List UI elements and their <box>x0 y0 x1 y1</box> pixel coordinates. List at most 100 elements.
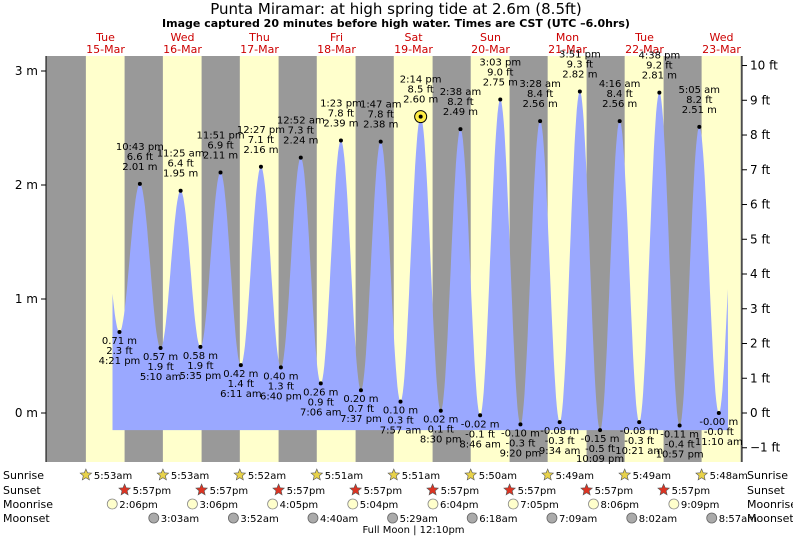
moonrise-time: 7:05pm <box>520 500 559 511</box>
tide-extreme-label: -0.1 ft <box>465 429 495 440</box>
moonrise-time: 9:09pm <box>681 500 720 511</box>
sunset-time: 5:57pm <box>364 486 403 497</box>
row-label-right: Moonset <box>747 512 793 525</box>
row-label-right: Sunrise <box>747 469 788 482</box>
right-tick-label: 3 ft <box>750 302 770 316</box>
tide-extreme-label: 3:51 pm <box>559 50 601 61</box>
sunrise-icon <box>233 468 247 481</box>
moonset-time: 7:09am <box>559 514 597 525</box>
tide-extreme-label: 7:57 am <box>380 426 422 437</box>
day-of-week-label: Tue <box>95 31 115 44</box>
right-tick-label: 5 ft <box>750 232 770 246</box>
tide-curve <box>112 91 729 431</box>
tide-extreme-point <box>137 181 142 186</box>
tide-extreme-point <box>418 114 423 119</box>
date-label: 17-Mar <box>240 43 279 56</box>
tide-extreme-label: 5:05 am <box>679 85 721 96</box>
tide-extreme-label: 2.16 m <box>243 145 278 156</box>
sunrise-time: 5:49am <box>556 471 594 482</box>
tide-extreme-point <box>238 363 243 368</box>
sunrise-time: 5:48am <box>710 471 748 482</box>
tide-extreme-point <box>117 330 122 335</box>
tide-extreme-label: 7.1 ft <box>248 135 274 146</box>
tide-extreme-label: 0.58 m <box>183 351 218 362</box>
tide-extreme-point <box>218 170 223 175</box>
sunrise-time: 5:52am <box>248 471 286 482</box>
left-tick-label: 3 m <box>15 64 38 78</box>
day-labels: Tue15-MarWed16-MarThu17-MarFri18-MarSat1… <box>86 31 741 56</box>
sunrise-time: 5:53am <box>94 471 132 482</box>
sunrise-icon <box>79 468 93 481</box>
day-of-week-label: Wed <box>710 31 734 44</box>
moonrise-icon <box>267 498 279 510</box>
date-label: 19-Mar <box>394 43 433 56</box>
tide-extreme-label: 2.56 m <box>523 99 558 110</box>
right-tick-label: 0 ft <box>750 406 770 420</box>
tide-extreme-label: 5:35 pm <box>180 371 222 382</box>
right-tick-label: 9 ft <box>750 93 770 107</box>
day-of-week-label: Sun <box>480 31 501 44</box>
tide-extreme-label: 1.9 ft <box>187 361 213 372</box>
tide-extreme-label: 4:16 am <box>599 79 641 90</box>
tide-extreme-label: -0.3 ft <box>624 436 654 447</box>
moonset-icon <box>228 512 239 524</box>
moonrise-icon <box>588 498 599 510</box>
tide-extreme-label: 8.5 ft <box>407 85 433 96</box>
tide-extreme-label: 2:38 am <box>440 87 482 98</box>
moonset-time: 4:40am <box>320 514 358 525</box>
tide-extreme-label: 10:21 am <box>615 446 663 457</box>
date-label: 23-Mar <box>702 43 741 56</box>
right-tick-label: −1 ft <box>750 441 781 455</box>
moonrise-time: 4:05pm <box>280 500 319 511</box>
moonrise-icon <box>347 498 359 510</box>
sunset-icon <box>195 483 209 496</box>
moonset-icon <box>387 512 398 524</box>
tide-extreme-point <box>557 420 562 425</box>
full-moon-label: Full Moon | 12:10pm <box>362 525 464 536</box>
sunset-icon <box>272 483 286 496</box>
moonset-time: 8:02am <box>639 514 677 525</box>
tide-extreme-label: 7.8 ft <box>368 110 394 121</box>
tide-extreme-label: 7:37 pm <box>340 414 382 425</box>
tide-extreme-label: 2.38 m <box>363 120 398 131</box>
moonrise-time: 6:04pm <box>440 500 479 511</box>
tide-extreme-label: 6:40 pm <box>260 391 302 402</box>
sunrise-icon <box>387 468 401 481</box>
moonrise-icon <box>106 498 118 510</box>
tide-extreme-label: 0.9 ft <box>308 397 334 408</box>
moonrise-icon <box>668 498 680 510</box>
tide-extreme-label: 1:47 am <box>360 100 402 111</box>
sunset-time: 5:57pm <box>518 486 557 497</box>
tide-extreme-point <box>538 119 543 124</box>
tide-extreme-label: 6:11 am <box>220 389 262 400</box>
tide-extreme-label: 7.3 ft <box>288 126 314 137</box>
tide-extreme-label: -0.11 m <box>660 430 699 441</box>
tide-extreme-label: 1.9 ft <box>147 362 173 373</box>
tide-extreme-label: 8.2 ft <box>686 95 712 106</box>
tide-extreme-label: -0.0 ft <box>704 427 734 438</box>
tide-extreme-label: 12:27 pm <box>237 125 285 136</box>
tide-extreme-label: 2.81 m <box>642 71 677 82</box>
tide-extreme-label: 3:28 am <box>519 79 561 90</box>
tide-extreme-label: 8.4 ft <box>527 89 553 100</box>
tide-extreme-label: 3:03 pm <box>479 58 521 69</box>
tide-extreme-label: 0.7 ft <box>348 404 374 415</box>
tide-extreme-label: 2.75 m <box>483 78 518 89</box>
moonrise-icon <box>427 498 439 510</box>
moonset-icon <box>626 512 638 524</box>
sunset-icon <box>657 483 671 496</box>
day-of-week-label: Thu <box>248 31 270 44</box>
sunset-icon <box>118 483 132 496</box>
tide-extreme-point <box>498 97 503 102</box>
tide-extreme-label: 2.49 m <box>443 107 478 118</box>
tide-extreme-label: 5:10 am <box>140 372 182 383</box>
tide-extreme-point <box>677 423 682 428</box>
tide-extreme-label: 9.2 ft <box>646 61 672 72</box>
tide-extreme-label: 0.20 m <box>343 394 378 405</box>
tide-extreme-label: -0.08 m <box>540 426 579 437</box>
tide-extreme-label: 8.4 ft <box>607 89 633 100</box>
date-label: 18-Mar <box>317 43 356 56</box>
row-label-left: Moonrise <box>3 498 53 511</box>
date-label: 20-Mar <box>471 43 510 56</box>
